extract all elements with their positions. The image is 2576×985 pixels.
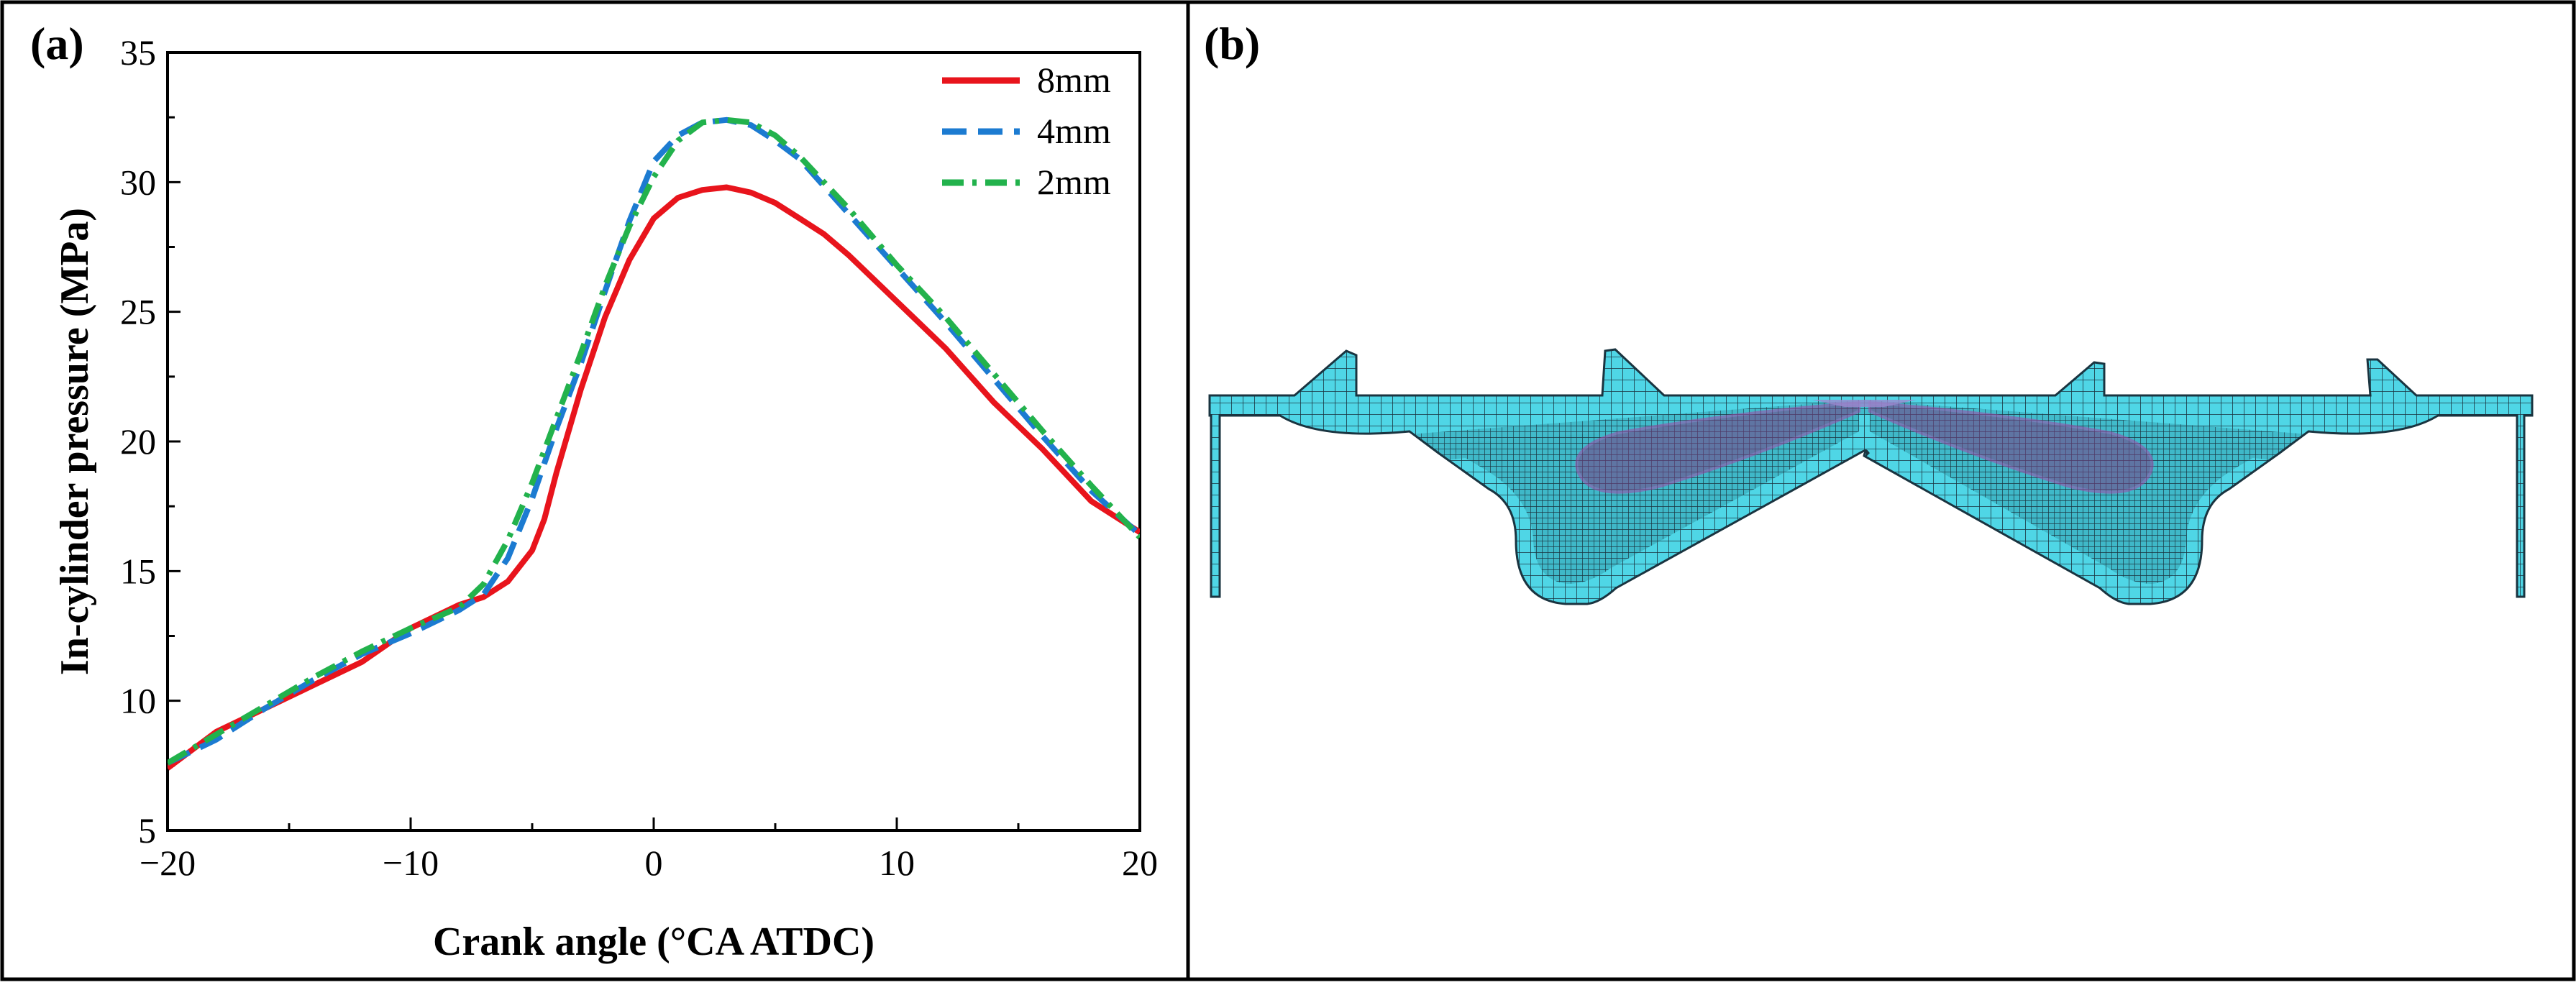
- legend-label-8mm: 8mm: [1037, 60, 1111, 100]
- x-tick-label: −10: [383, 843, 439, 883]
- legend-label-2mm: 2mm: [1037, 162, 1111, 202]
- y-tick-label: 25: [120, 292, 156, 332]
- mesh-outline: [1208, 348, 2534, 605]
- legend-label-4mm: 4mm: [1037, 111, 1111, 151]
- y-tick-label: 20: [120, 421, 156, 462]
- x-axis-title: Crank angle (°CA ATDC): [433, 920, 874, 964]
- y-axis-title: In-cylinder pressure (MPa): [52, 208, 97, 675]
- piston-bowl-mesh: [1208, 348, 2534, 605]
- tick-labels: −20 −10 0 10 20 5 10 15 20 25 30 35: [120, 32, 1158, 883]
- legend: 8mm 4mm 2mm: [942, 60, 1111, 202]
- mesh-purple-left: [1575, 400, 1860, 494]
- panel-a-label: (a): [30, 18, 84, 69]
- y-tick-label: 35: [120, 32, 156, 73]
- axis-ticks: [166, 51, 1141, 832]
- series-line-4mm: [168, 116, 1140, 766]
- y-tick-label: 15: [120, 551, 156, 591]
- plot-frame: [166, 51, 1141, 832]
- mesh-coarse-region: [1210, 349, 2532, 604]
- series-layer: [168, 116, 1140, 771]
- y-tick-label: 10: [120, 681, 156, 721]
- series-line-2mm: [168, 116, 1140, 766]
- y-tick-label: 5: [138, 810, 156, 851]
- panel-b-label: (b): [1204, 18, 1260, 69]
- y-tick-label: 30: [120, 162, 156, 202]
- x-tick-label: 20: [1122, 843, 1158, 883]
- x-tick-label: 0: [645, 843, 663, 883]
- mesh-center-top: [1812, 400, 1917, 407]
- x-tick-label: −20: [140, 843, 196, 883]
- pressure-chart: −20 −10 0 10 20 5 10 15 20 25 30 35 Crank angle (°C…: [52, 32, 1158, 964]
- mesh-purple-right: [1868, 400, 2154, 494]
- x-tick-label: 10: [879, 843, 915, 883]
